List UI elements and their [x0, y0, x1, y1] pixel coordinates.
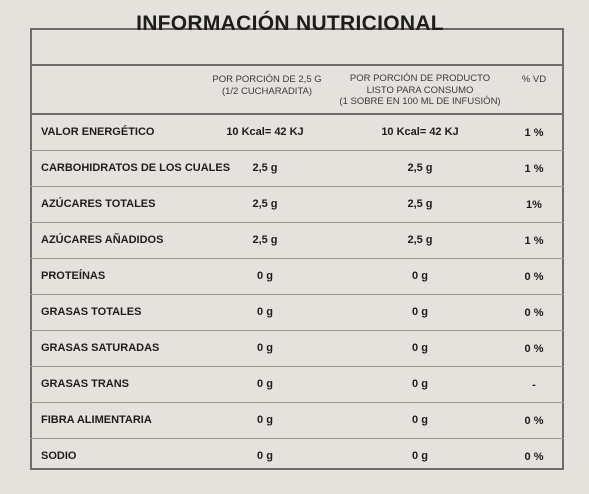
nutrient-label: SODIO [41, 450, 77, 462]
daily-value-percent: 1% [526, 199, 542, 211]
row-divider [30, 258, 564, 259]
row-divider [30, 366, 564, 367]
row-divider [30, 438, 564, 439]
daily-value-percent: 1 % [524, 235, 544, 247]
row-divider [30, 150, 564, 151]
daily-value-percent: 0 % [524, 415, 544, 427]
nutrition-table-frame [30, 28, 564, 470]
daily-value-percent: 0 % [524, 271, 544, 283]
nutrient-label: FIBRA ALIMENTARIA [41, 414, 152, 426]
nutrient-label: GRASAS TOTALES [41, 306, 142, 318]
ready-to-drink-value: 0 g [412, 450, 428, 462]
per-serving-value: 10 Kcal= 42 KJ [226, 126, 304, 138]
daily-value-percent: 1 % [524, 127, 544, 139]
page-title: INFORMACIÓN NUTRICIONAL [136, 12, 444, 35]
daily-value-percent: 0 % [524, 307, 544, 319]
row-divider [30, 330, 564, 331]
nutrient-label: GRASAS TRANS [41, 378, 130, 390]
title-rule-left [30, 28, 122, 30]
ready-to-drink-value: 0 g [412, 378, 428, 390]
title-rule-right [458, 28, 564, 30]
ready-to-drink-value: 0 g [412, 306, 428, 318]
row-divider [30, 402, 564, 403]
ready-to-drink-value: 2,5 g [407, 234, 433, 246]
per-serving-value: 0 g [257, 378, 273, 390]
per-serving-value: 0 g [257, 306, 273, 318]
ready-to-drink-value: 0 g [412, 270, 428, 282]
column-header-per-serving-line1: POR PORCIÓN DE 2,5 G [212, 74, 322, 85]
column-header-ready-line3: (1 SOBRE EN 100 ML DE INFUSIÓN) [339, 96, 501, 107]
ready-to-drink-value: 0 g [412, 342, 428, 354]
per-serving-value: 0 g [257, 414, 273, 426]
column-header-ready: POR PORCIÓN DE PRODUCTO LISTO PARA CONSU… [334, 73, 506, 108]
daily-value-percent: 1 % [524, 163, 544, 175]
per-serving-value: 0 g [257, 342, 273, 354]
header-bottom-rule [30, 113, 564, 115]
row-divider [30, 186, 564, 187]
daily-value-percent: 0 % [524, 451, 544, 463]
per-serving-value: 0 g [257, 450, 273, 462]
ready-to-drink-value: 2,5 g [407, 198, 433, 210]
column-header-ready-line1: POR PORCIÓN DE PRODUCTO [349, 73, 491, 84]
per-serving-value: 0 g [257, 270, 273, 282]
nutrient-label: GRASAS SATURADAS [41, 342, 160, 354]
daily-value-percent: 0 % [524, 343, 544, 355]
column-header-per-serving: POR PORCIÓN DE 2,5 G (1/2 CUCHARADITA) [198, 74, 336, 97]
nutrient-label: PROTEÍNAS [41, 270, 106, 282]
ready-to-drink-value: 10 Kcal= 42 KJ [381, 126, 459, 138]
nutrient-label: AZÚCARES TOTALES [41, 198, 156, 210]
per-serving-value: 2,5 g [252, 234, 278, 246]
row-divider [30, 222, 564, 223]
per-serving-value: 2,5 g [252, 162, 278, 174]
per-serving-value: 2,5 g [252, 198, 278, 210]
ready-to-drink-value: 2,5 g [407, 162, 433, 174]
nutrient-label: AZÚCARES AÑADIDOS [41, 234, 164, 246]
nutrient-label: VALOR ENERGÉTICO [41, 126, 155, 138]
column-header-per-serving-line2: (1/2 CUCHARADITA) [221, 85, 313, 97]
ready-to-drink-value: 0 g [412, 414, 428, 426]
daily-value-percent: - [532, 379, 536, 391]
column-header-ready-line2: LISTO PARA CONSUMO [366, 84, 474, 96]
row-divider [30, 294, 564, 295]
header-top-rule [30, 64, 564, 66]
column-header-vd: % VD [521, 74, 547, 85]
nutrient-label: CARBOHIDRATOS DE LOS CUALES [41, 162, 231, 174]
